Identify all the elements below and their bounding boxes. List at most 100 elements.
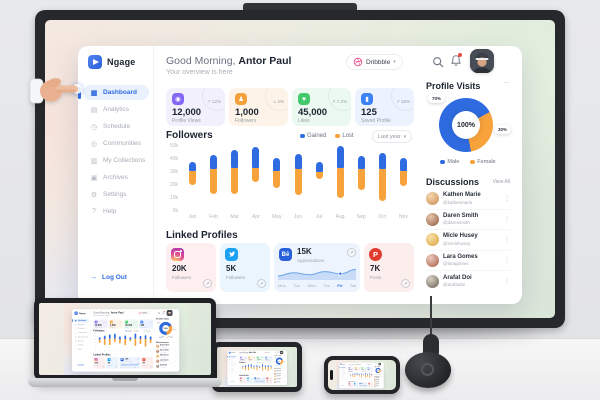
discussion-row[interactable]: Lara Gomes @laragomes ⋮: [273, 378, 285, 381]
search-icon[interactable]: [432, 56, 444, 68]
row-menu-icon[interactable]: ⋮: [174, 365, 176, 367]
sidebar-item-archives[interactable]: ▣ Archives: [78, 169, 154, 186]
sidebar-item-schedule[interactable]: ◷ Schedule: [78, 118, 154, 135]
more-options-icon[interactable]: ⋯: [503, 80, 510, 87]
discussion-row[interactable]: Micle Husey @miclehusey ⋮: [374, 381, 383, 384]
account-dropdown[interactable]: Dribbble ▾: [136, 311, 150, 316]
sidebar-item-analytics[interactable]: ▤ Analytics: [340, 368, 348, 370]
open-profile-button[interactable]: ↗: [401, 279, 410, 288]
sidebar-item-my-collections[interactable]: ▥ My Collections: [227, 365, 237, 367]
stat-card-likes[interactable]: ♥ ↗ 7.2% 45,000 Likes: [123, 319, 138, 329]
logout-button[interactable]: → Log Out: [229, 381, 234, 382]
open-profile-button[interactable]: ↗: [203, 279, 212, 288]
sidebar-item-archives[interactable]: ▣ Archives: [227, 367, 237, 369]
open-profile-button[interactable]: ↗: [371, 385, 373, 387]
row-menu-icon[interactable]: ⋮: [284, 378, 285, 380]
discussion-row[interactable]: Lara Gomes @laragomes ⋮: [374, 383, 383, 386]
logout-button[interactable]: → Log Out: [90, 274, 127, 281]
discussion-row[interactable]: Daren Smith @darensmith ⋮: [155, 349, 176, 354]
discussion-row[interactable]: Daren Smith @darensmith ⋮: [374, 379, 383, 381]
discussion-row[interactable]: Lara Gomes @laragomes ⋮: [155, 359, 176, 364]
linked-card-pinterest[interactable]: P 7K Posts ↗: [265, 376, 273, 384]
stat-card-followers[interactable]: ♟ ↘ 2% 1,000 Followers: [247, 356, 256, 362]
open-profile-button[interactable]: ↗: [243, 381, 246, 383]
notification-bell-icon[interactable]: [376, 363, 378, 365]
user-avatar[interactable]: [166, 310, 172, 316]
account-dropdown[interactable]: Dribbble ▾: [263, 351, 271, 354]
sidebar-item-settings[interactable]: ⚙ Settings: [227, 369, 237, 371]
sidebar-item-communities[interactable]: ◎ Communities: [227, 362, 237, 364]
date-range-dropdown[interactable]: Last year ▾: [266, 361, 272, 364]
discussion-row[interactable]: Micle Husey @miclehusey ⋮: [426, 230, 510, 251]
sidebar-item-settings[interactable]: ⚙ Settings: [78, 186, 154, 203]
sidebar-item-help[interactable]: ? Help: [71, 347, 89, 351]
sidebar-item-my-collections[interactable]: ▥ My Collections: [340, 373, 348, 375]
sidebar-item-dashboard[interactable]: ▦ Dashboard: [71, 318, 89, 323]
more-options-icon[interactable]: ⋯: [382, 366, 383, 367]
search-icon[interactable]: [274, 351, 277, 354]
date-range-dropdown[interactable]: Last year ▾: [142, 329, 153, 333]
stat-card-profile-views[interactable]: ◉ ↗ 12% 12,000 Profile Views: [348, 366, 355, 371]
user-avatar[interactable]: [378, 362, 382, 366]
sidebar-item-dashboard[interactable]: ▦ Dashboard: [78, 84, 154, 101]
row-menu-icon[interactable]: ⋮: [284, 376, 285, 377]
sidebar-item-analytics[interactable]: ▤ Analytics: [227, 358, 237, 360]
stat-card-saved-profile[interactable]: ▮ ↗ 15% 125 Saved Profile: [367, 366, 374, 371]
sidebar-item-help[interactable]: ? Help: [227, 372, 237, 374]
sidebar-item-my-collections[interactable]: ▥ My Collections: [71, 335, 89, 339]
stat-card-followers[interactable]: ♟ ↘ 2% 1,000 Followers: [107, 319, 123, 329]
open-profile-button[interactable]: ↗: [251, 381, 253, 383]
discussion-row[interactable]: Micle Husey @miclehusey ⋮: [155, 354, 176, 359]
stat-card-saved-profile[interactable]: ▮ ↗ 15% 125 Saved Profile: [138, 319, 153, 329]
logout-button[interactable]: → Log Out: [341, 385, 345, 386]
open-profile-button[interactable]: ↗: [263, 377, 265, 379]
sidebar-item-communities[interactable]: ◎ Communities: [78, 135, 154, 152]
sidebar-item-settings[interactable]: ⚙ Settings: [340, 377, 348, 379]
row-menu-icon[interactable]: ⋮: [382, 379, 383, 381]
user-avatar[interactable]: [279, 350, 283, 355]
sidebar-item-my-collections[interactable]: ▥ My Collections: [78, 152, 154, 169]
open-profile-button[interactable]: ↗: [270, 381, 272, 383]
account-dropdown[interactable]: Dribbble ▾: [366, 363, 373, 365]
discussion-row[interactable]: Arafat Doi @arafatdoi ⋮: [273, 381, 285, 384]
notification-bell-icon[interactable]: [161, 311, 164, 315]
open-profile-button[interactable]: ↗: [257, 279, 266, 288]
discussion-row[interactable]: Arafat Doi @arafatdoi ⋮: [374, 385, 383, 387]
open-profile-button[interactable]: ↗: [101, 365, 104, 368]
stat-card-likes[interactable]: ♥ ↗ 7.2% 45,000 Likes: [255, 356, 264, 362]
sidebar-item-schedule[interactable]: ◷ Schedule: [227, 360, 237, 362]
linked-card-pinterest[interactable]: P 7K Posts ↗: [364, 243, 414, 292]
row-menu-icon[interactable]: ⋮: [174, 350, 176, 352]
view-all-link[interactable]: View All: [171, 341, 176, 343]
sidebar-item-archives[interactable]: ▣ Archives: [71, 339, 89, 343]
search-icon[interactable]: [157, 311, 160, 315]
row-menu-icon[interactable]: ⋮: [174, 360, 176, 362]
row-menu-icon[interactable]: ⋮: [174, 345, 176, 348]
row-menu-icon[interactable]: ⋮: [382, 385, 383, 387]
sidebar-item-help[interactable]: ? Help: [78, 203, 154, 220]
open-profile-button[interactable]: ↗: [136, 358, 139, 361]
notification-bell-icon[interactable]: [277, 351, 279, 354]
discussion-row[interactable]: Kathen Marie @kathenmarie ⋮: [155, 344, 176, 349]
row-menu-icon[interactable]: ⋮: [382, 383, 383, 385]
sidebar-item-dashboard[interactable]: ▦ Dashboard: [227, 355, 237, 358]
stat-card-profile-views[interactable]: ◉ ↗ 12% 12,000 Profile Views: [92, 319, 107, 329]
sidebar-item-communities[interactable]: ◎ Communities: [71, 331, 89, 335]
stat-card-profile-views[interactable]: ◉ ↗ 12% 12,000 Profile Views: [238, 356, 247, 362]
discussion-row[interactable]: Arafat Doi @arafatdoi ⋮: [426, 271, 510, 292]
sidebar-item-schedule[interactable]: ◷ Schedule: [340, 370, 348, 372]
sidebar-item-dashboard[interactable]: ▦ Dashboard: [339, 366, 348, 369]
discussion-row[interactable]: Kathen Marie @kathenmarie ⋮: [374, 377, 383, 379]
row-menu-icon[interactable]: ⋮: [284, 373, 285, 375]
row-menu-icon[interactable]: ⋮: [504, 216, 510, 223]
row-menu-icon[interactable]: ⋮: [504, 278, 510, 285]
